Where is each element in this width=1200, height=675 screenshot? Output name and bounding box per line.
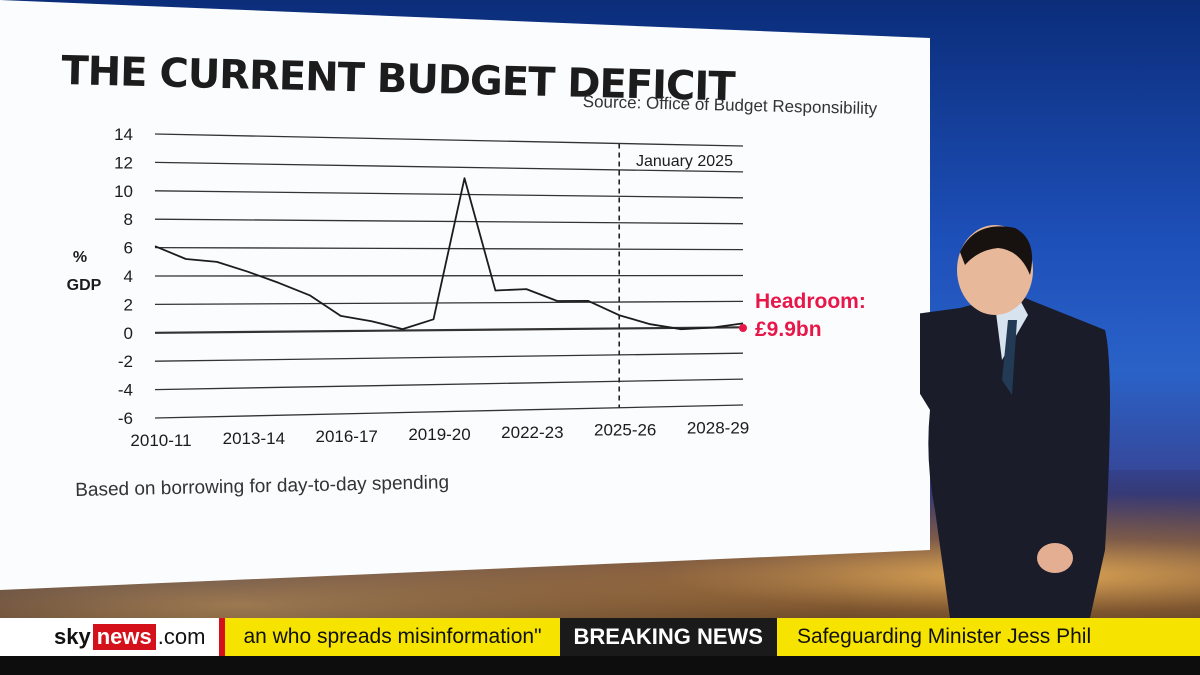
headroom-point: [739, 324, 747, 332]
y-axis-label-gdp: GDP: [67, 277, 102, 294]
x-tick-label: 2010-11: [130, 431, 191, 450]
y-tick-label: 10: [114, 182, 133, 201]
y-tick-label: 2: [124, 295, 133, 314]
news-ticker: sky news .com an who spreads misinformat…: [0, 618, 1200, 656]
x-tick-label: 2025-26: [594, 421, 656, 440]
y-axis-label-percent: %: [73, 249, 87, 266]
chart-board: THE CURRENT BUDGET DEFICIT Source: Offic…: [60, 48, 878, 501]
y-tick-labels: -6 -4 -2 0 2 4 6 8 10 12 14: [114, 125, 133, 428]
gridline: [154, 404, 744, 419]
gridline: [154, 274, 744, 277]
x-tick-label: 2019-20: [408, 425, 470, 444]
y-tick-label: -4: [118, 381, 133, 400]
sky-news-logo[interactable]: sky news .com: [0, 618, 220, 656]
x-tick-label: 2028-29: [687, 419, 749, 438]
gridline: [154, 378, 744, 391]
logo-news-text: news: [92, 624, 156, 650]
y-tick-label: 0: [124, 324, 133, 343]
y-tick-label: 12: [114, 153, 133, 172]
headroom-label: Headroom:: [755, 290, 866, 313]
gridline: [154, 161, 744, 173]
y-tick-label: 6: [124, 239, 133, 258]
series-deficit: [154, 177, 744, 331]
gridlines: [154, 133, 744, 419]
x-tick-label: 2022-23: [501, 423, 563, 442]
ticker-headline: Safeguarding Minister Jess Phil: [796, 625, 1092, 648]
breaking-news-badge: BREAKING NEWS: [559, 618, 777, 656]
gridline: [154, 133, 744, 147]
x-tick-labels: 2010-11 2013-14 2016-17 2019-20 2022-23 2025-…: [130, 419, 749, 450]
gridline: [154, 218, 744, 225]
gridline: [154, 326, 744, 334]
y-tick-label: -2: [118, 352, 133, 371]
logo-com-text: .com: [157, 624, 206, 649]
bottom-bar: [0, 656, 1200, 675]
logo-sky-text: sky: [54, 624, 91, 649]
presenter: [920, 225, 1110, 618]
series-line: [154, 177, 744, 331]
ticker-separator: [219, 618, 226, 656]
gridline: [154, 352, 744, 362]
y-tick-label: 8: [124, 210, 133, 229]
marker-label: January 2025: [636, 153, 733, 170]
y-tick-label: -6: [118, 409, 133, 428]
ticker-scroll-text: an who spreads misinformation": [243, 625, 542, 648]
gridline: [154, 300, 744, 306]
gridline: [154, 190, 744, 199]
x-tick-label: 2016-17: [315, 427, 377, 446]
y-tick-label: 14: [114, 125, 133, 144]
headroom-value: £9.9bn: [755, 318, 822, 341]
y-tick-label: 4: [124, 267, 133, 286]
x-tick-label: 2013-14: [223, 429, 285, 448]
